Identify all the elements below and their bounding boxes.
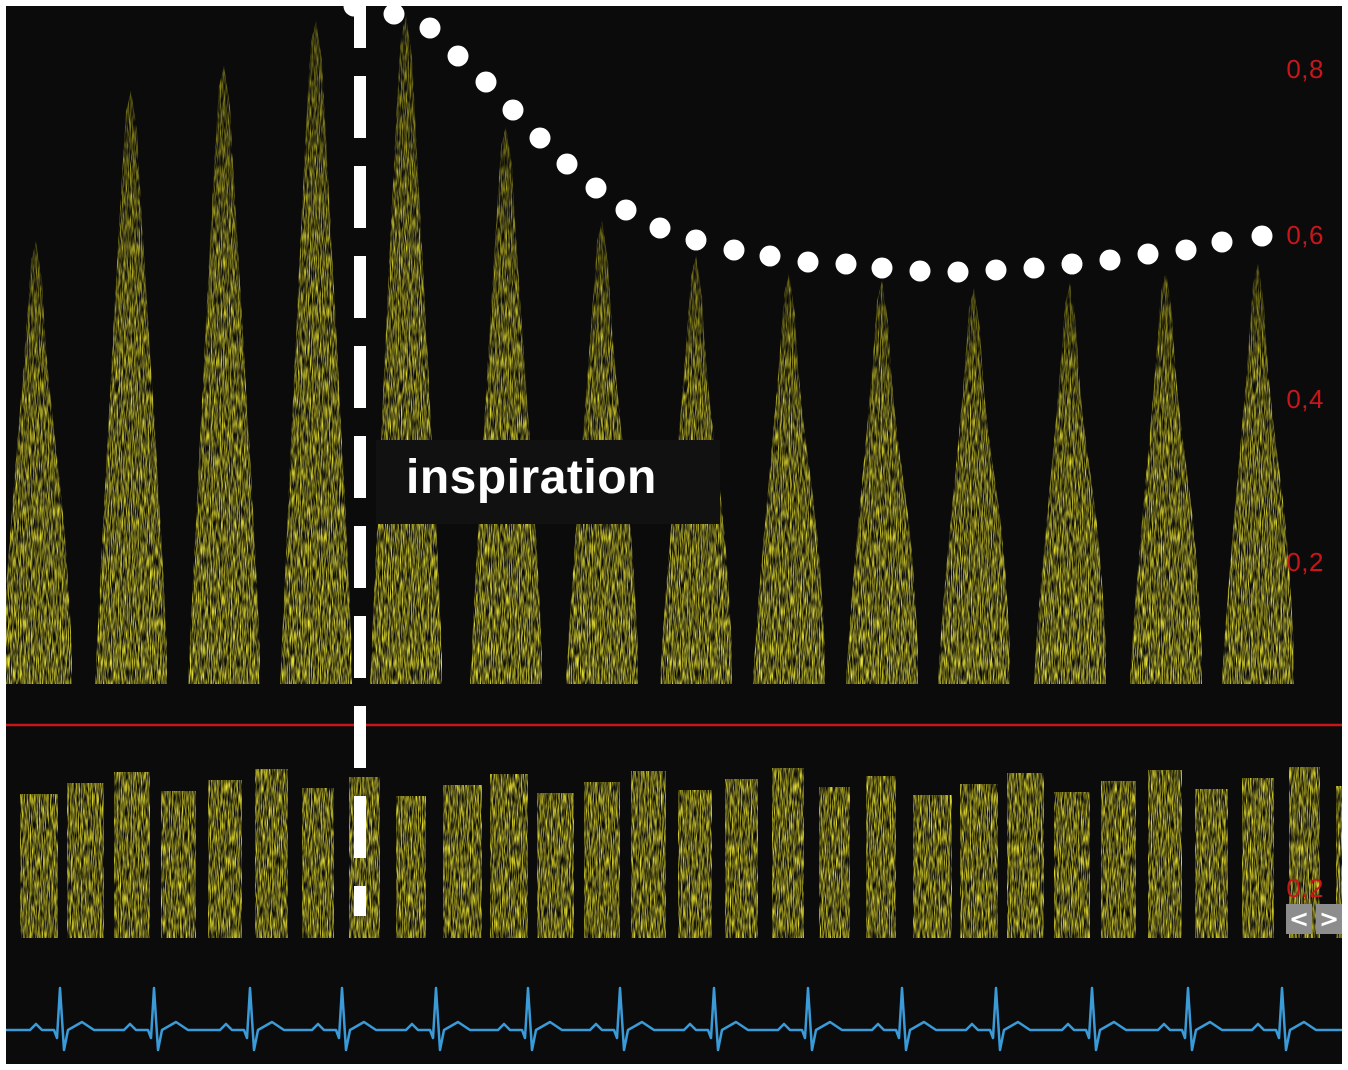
doppler-beat-lower — [631, 771, 666, 938]
envelope-dot — [585, 177, 607, 199]
doppler-spike-upper — [503, 122, 509, 684]
doppler-beat-lower — [678, 790, 712, 938]
envelope-dot — [556, 153, 578, 175]
scale-label-0-2: 0,2 — [1286, 547, 1324, 577]
doppler-beat-lower — [913, 795, 952, 938]
upper-doppler-waveforms — [6, 12, 1294, 684]
doppler-beat-lower — [866, 776, 896, 938]
doppler-beat-lower — [20, 794, 58, 938]
envelope-dot — [447, 45, 469, 67]
envelope-dot — [1211, 231, 1233, 253]
scale-label-neg-0-2: 0,2 — [1286, 873, 1324, 903]
envelope-dot — [383, 6, 405, 25]
envelope-dot — [475, 71, 497, 93]
envelope-dot — [649, 217, 671, 239]
lower-doppler-waveforms — [20, 767, 1342, 938]
doppler-spike-upper — [128, 87, 134, 684]
navigation-arrows: < > — [1286, 904, 1342, 934]
envelope-dot — [529, 127, 551, 149]
doppler-spike-upper — [221, 62, 227, 684]
doppler-beat-lower — [67, 783, 104, 938]
doppler-beat-lower — [255, 769, 288, 938]
envelope-dot — [502, 99, 524, 121]
doppler-display: 0,8 0,6 0,4 0,2 0,2 inspiration < > — [6, 6, 1342, 1064]
doppler-beat-lower — [537, 793, 574, 938]
doppler-beat-lower — [161, 791, 196, 938]
envelope-dot — [1137, 243, 1159, 265]
doppler-beat-lower — [114, 772, 150, 938]
envelope-dot — [947, 261, 969, 283]
doppler-spike-upper — [971, 284, 977, 684]
doppler-beat-lower — [960, 784, 998, 938]
doppler-spike-upper — [786, 270, 792, 684]
doppler-spike-upper — [1163, 267, 1169, 684]
envelope-dot — [909, 260, 931, 282]
envelope-dot — [1061, 253, 1083, 275]
envelope-dot — [871, 257, 893, 279]
envelope-dot — [759, 245, 781, 267]
doppler-spike-upper — [879, 277, 885, 684]
prev-arrow-button[interactable]: < — [1286, 904, 1312, 934]
doppler-beat-lower — [302, 788, 334, 938]
doppler-beat-lower — [1007, 773, 1044, 938]
envelope-dot — [723, 239, 745, 261]
doppler-beat-lower — [1101, 781, 1136, 938]
doppler-beat-lower — [1054, 792, 1090, 938]
doppler-spike-upper — [1255, 260, 1261, 684]
next-arrow-button[interactable]: > — [1316, 904, 1342, 934]
scale-label-0-6: 0,6 — [1286, 220, 1324, 250]
envelope-dot — [1251, 225, 1273, 247]
envelope-dot — [1175, 239, 1197, 261]
velocity-envelope-dots — [343, 6, 1273, 283]
envelope-dot — [985, 259, 1007, 281]
doppler-beat-lower — [725, 779, 758, 938]
inspiration-label: inspiration — [376, 440, 720, 524]
envelope-dot — [615, 199, 637, 221]
doppler-beat-lower — [1148, 770, 1182, 938]
envelope-dot — [343, 6, 365, 17]
doppler-spike-upper — [33, 237, 39, 684]
doppler-beat-lower — [490, 774, 528, 938]
ecg-trace — [6, 986, 1342, 1052]
envelope-dot — [1023, 257, 1045, 279]
scale-label-0-8: 0,8 — [1286, 54, 1324, 84]
doppler-beat-lower — [584, 782, 620, 938]
doppler-beat-lower — [772, 768, 804, 938]
envelope-dot — [1099, 249, 1121, 271]
doppler-beat-lower — [1242, 778, 1274, 938]
envelope-dot — [835, 253, 857, 275]
inspiration-label-text: inspiration — [406, 451, 657, 504]
doppler-beat-lower — [819, 787, 850, 938]
envelope-dot — [797, 251, 819, 273]
doppler-spectrum-canvas — [6, 6, 1342, 1052]
doppler-beat-lower — [208, 780, 242, 938]
scale-label-0-4: 0,4 — [1286, 384, 1324, 414]
doppler-spike-upper — [313, 17, 319, 684]
envelope-dot — [685, 229, 707, 251]
doppler-beat-lower — [1336, 786, 1342, 938]
doppler-beat-lower — [396, 796, 426, 938]
doppler-beat-upper — [6, 241, 72, 684]
doppler-beat-lower — [443, 785, 482, 938]
doppler-beat-lower — [1195, 789, 1228, 938]
doppler-spike-upper — [1067, 280, 1073, 684]
envelope-dot — [419, 17, 441, 39]
